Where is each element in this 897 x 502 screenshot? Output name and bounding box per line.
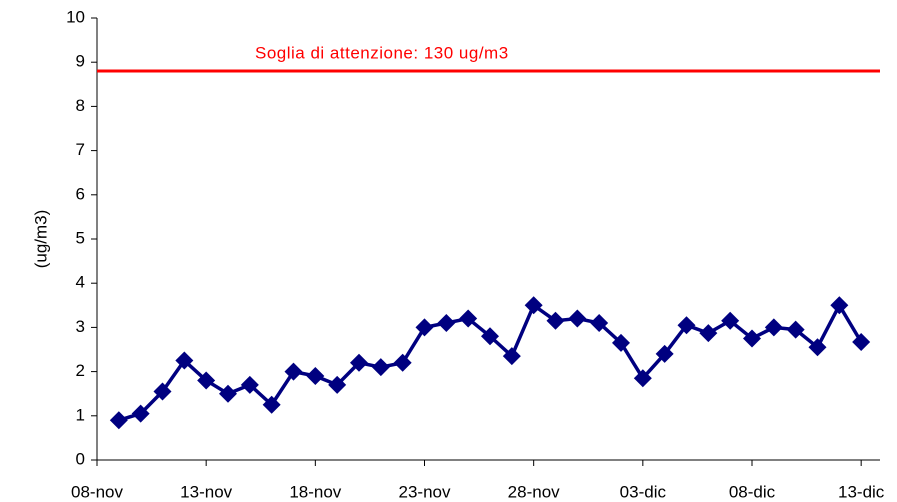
marker	[677, 316, 696, 335]
y-tick-label: 3	[76, 317, 85, 336]
y-tick-label: 4	[76, 273, 85, 292]
marker	[721, 311, 740, 330]
x-tick-label: 03-dic	[620, 482, 667, 501]
marker	[852, 332, 871, 351]
marker	[568, 309, 587, 328]
marker	[655, 344, 674, 363]
x-tick-label: 08-nov	[71, 482, 123, 501]
marker	[109, 411, 128, 430]
x-tick-label: 13-dic	[838, 482, 885, 501]
marker	[590, 313, 609, 332]
series-line	[118, 303, 863, 422]
marker	[612, 333, 630, 352]
marker	[546, 311, 565, 330]
x-tick-label: 28-nov	[508, 482, 560, 501]
marker	[415, 318, 434, 337]
marker	[764, 318, 783, 337]
marker	[350, 353, 368, 372]
y-tick-label: 7	[76, 140, 85, 159]
y-tick-label: 6	[76, 184, 85, 203]
marker	[502, 347, 521, 366]
y-tick-label: 1	[76, 405, 85, 424]
threshold-label: Soglia di attenzione: 130 ug/m3	[255, 44, 509, 63]
marker	[197, 371, 216, 390]
y-tick-label: 0	[76, 449, 85, 468]
y-tick-label: 5	[76, 228, 85, 247]
y-tick-label: 10	[66, 7, 85, 26]
marker	[830, 296, 849, 315]
y-tick-label: 8	[76, 96, 85, 115]
y-axis-label: (ug/m3)	[31, 210, 50, 269]
marker	[262, 395, 281, 414]
marker	[481, 327, 499, 346]
marker	[633, 369, 652, 388]
marker	[371, 358, 390, 377]
marker	[219, 384, 237, 403]
marker	[328, 375, 347, 394]
marker	[743, 329, 761, 348]
marker	[524, 296, 543, 315]
marker	[240, 375, 259, 394]
marker	[131, 404, 150, 423]
marker	[153, 382, 172, 401]
marker	[175, 351, 194, 370]
marker	[699, 324, 718, 343]
marker	[459, 309, 478, 328]
marker	[786, 320, 805, 339]
marker	[284, 362, 303, 381]
x-tick-label: 13-nov	[180, 482, 232, 501]
y-tick-label: 2	[76, 361, 85, 380]
x-tick-label: 23-nov	[399, 482, 451, 501]
marker	[437, 313, 456, 332]
marker	[393, 353, 412, 372]
x-tick-label: 18-nov	[289, 482, 341, 501]
marker	[306, 367, 325, 386]
x-tick-label: 08-dic	[729, 482, 776, 501]
y-tick-label: 9	[76, 52, 85, 71]
marker	[808, 338, 827, 357]
